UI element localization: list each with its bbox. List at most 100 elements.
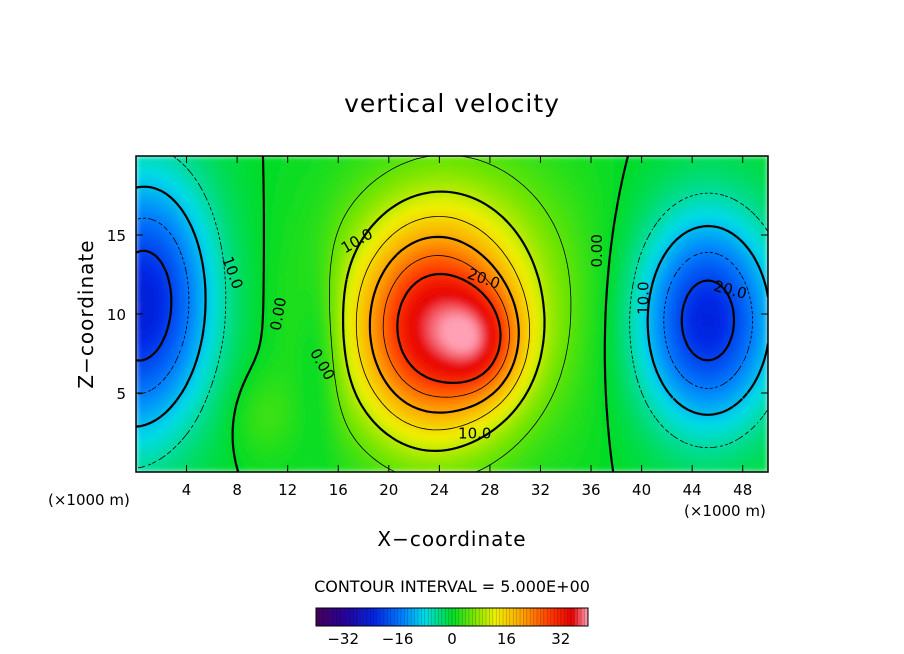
x-tick-label: 24 [430, 481, 449, 499]
colorbar-swatch [438, 608, 442, 626]
colorbar-swatch [384, 608, 388, 626]
colorbar-swatch [322, 608, 327, 626]
colorbar-swatch [520, 608, 524, 626]
colorbar-swatch [326, 608, 330, 626]
colorbar-swatch [503, 608, 507, 626]
colorbar-swatch [516, 608, 521, 626]
colorbar-swatch [577, 608, 582, 626]
colorbar-swatch [411, 608, 415, 626]
colorbar-swatch [404, 608, 408, 626]
colorbar-swatch [424, 608, 429, 626]
contour-level-15 [355, 216, 530, 431]
colorbar-swatch [560, 608, 565, 626]
colorbar-swatch [350, 608, 354, 626]
x-tick-label: 32 [531, 481, 550, 499]
colorbar-tick-label: 16 [497, 630, 516, 648]
colorbar-swatch [370, 608, 374, 626]
x-tick-label: 20 [379, 481, 398, 499]
colorbar-swatch [421, 608, 425, 626]
y-axis-title: Z−coordinate [74, 239, 98, 388]
colorbar-tick-label: 32 [551, 630, 570, 648]
y-tick-label: 5 [116, 385, 126, 403]
colorbar-swatch [475, 608, 480, 626]
colorbar-swatch [397, 608, 402, 626]
contour-label: 0.00 [267, 296, 291, 332]
colorbar-swatch [319, 608, 323, 626]
contour-level-25 [382, 255, 510, 398]
colorbar-swatch [492, 608, 497, 626]
x-tick-label: 4 [182, 481, 192, 499]
colorbar-swatch [401, 608, 405, 626]
y-axis-unit: (×1000 m) [684, 502, 766, 520]
colorbar-swatch [418, 608, 422, 626]
y-tick-label: 10 [107, 306, 126, 324]
colorbar-swatch [499, 608, 504, 626]
colorbar-swatch [356, 608, 361, 626]
colorbar-swatch [482, 608, 487, 626]
colorbar-swatch [574, 608, 578, 626]
x-tick-label: 16 [329, 481, 348, 499]
contour-level-neg20 [136, 249, 736, 362]
colorbar-tick-label: −32 [327, 630, 359, 648]
colorbar-swatch [380, 608, 385, 626]
colorbar-swatch [547, 608, 551, 626]
colorbar-tick-label: 0 [447, 630, 457, 648]
colorbar-swatch [394, 608, 398, 626]
contour-level-10 [342, 190, 546, 452]
colorbar-frame [315, 607, 589, 627]
colorbar-swatch [339, 608, 344, 626]
colorbar-swatch [537, 608, 541, 626]
colorbar-swatch [526, 608, 531, 626]
chart-title: vertical velocity [344, 89, 560, 118]
colorbar-swatch [373, 608, 378, 626]
colorbar-swatch [496, 608, 500, 626]
colorbar-swatch [363, 608, 368, 626]
contour-label: 10.0 [635, 281, 653, 314]
x-tick-label: 48 [733, 481, 752, 499]
colorbar-swatch [431, 608, 436, 626]
colorbar-swatch [486, 608, 490, 626]
contour-level-neg5 [136, 156, 768, 469]
colorbar-swatch [360, 608, 364, 626]
colorbar-swatch [336, 608, 340, 626]
colorbar-swatch [567, 608, 572, 626]
contour-level-30 [396, 272, 502, 384]
colorbar-swatch [407, 608, 412, 626]
colorbar-ticks: −32 −16 0 16 32 [327, 630, 570, 648]
velocity-field [136, 156, 768, 472]
colorbar-swatch [554, 608, 558, 626]
colorbar-swatch [346, 608, 351, 626]
colorbar-swatch [509, 608, 514, 626]
colorbar-swatch [523, 608, 527, 626]
plot-area [136, 156, 768, 472]
colorbar-swatch [571, 608, 575, 626]
contour-interval-text: CONTOUR INTERVAL = 5.000E+00 [314, 577, 590, 596]
y-axis-ticks: 5 10 15 [107, 227, 768, 403]
colorbar-tick-label: −16 [382, 630, 414, 648]
colorbar-swatch [530, 608, 534, 626]
colorbar-swatch [343, 608, 347, 626]
contour-level-5 [329, 156, 572, 472]
colorbar [315, 608, 589, 626]
contour-level-neg15 [136, 217, 753, 395]
colorbar-swatch [489, 608, 493, 626]
colorbar-swatch [428, 608, 432, 626]
colorbar-swatch [390, 608, 395, 626]
colorbar-swatch [455, 608, 459, 626]
contour-level-neg10 [136, 185, 768, 428]
x-tick-label: 40 [632, 481, 651, 499]
colorbar-swatch [472, 608, 476, 626]
colorbar-swatch [333, 608, 337, 626]
x-tick-label: 28 [480, 481, 499, 499]
x-tick-label: 36 [581, 481, 600, 499]
contour-lines [136, 156, 768, 472]
x-tick-label: 12 [278, 481, 297, 499]
colorbar-swatch [414, 608, 419, 626]
colorbar-swatch [513, 608, 517, 626]
colorbar-swatch [581, 608, 585, 626]
y-tick-label: 15 [107, 227, 126, 245]
colorbar-swatch [564, 608, 568, 626]
colorbar-swatch [479, 608, 483, 626]
colorbar-swatch [584, 608, 589, 626]
